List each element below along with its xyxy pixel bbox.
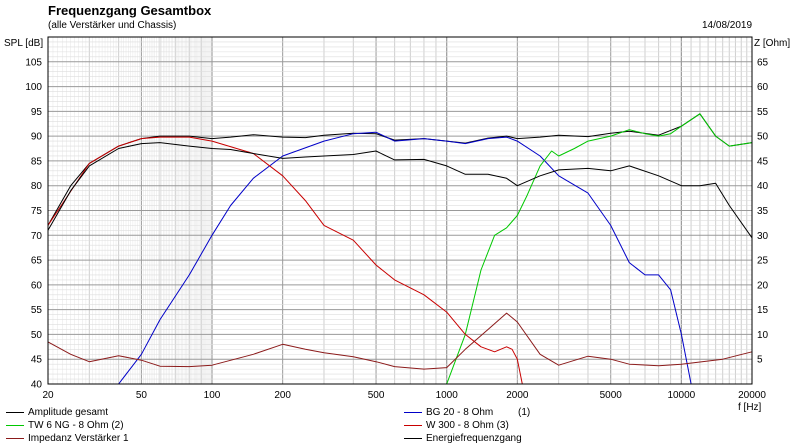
legend-label: TW 6 NG - 8 Ohm (2)	[28, 420, 124, 431]
x-tick-label: 1000	[436, 390, 459, 401]
y2-tick-label: 5	[757, 355, 763, 366]
y-tick-label: 90	[31, 132, 43, 143]
legend-label: Amplitude gesamt	[28, 407, 109, 418]
legend-label: Impedanz Verstärker 1	[28, 433, 129, 444]
legend-label: Energiefrequenzgang	[426, 433, 522, 444]
plot-frame	[47, 36, 753, 385]
y2-tick-label: 55	[757, 107, 769, 118]
tick-labels: 20 50 100 200 500 1000 2000 5000 10000 20000 40 45 5…	[25, 57, 768, 401]
y2-tick-label: 35	[757, 206, 769, 217]
legend-swatch	[404, 412, 422, 413]
y-tick-label: 65	[31, 256, 43, 267]
chart-title: Frequenzgang Gesamtbox	[48, 3, 212, 18]
y-tick-label: 75	[31, 206, 43, 217]
chart-date: 14/08/2019	[702, 20, 753, 31]
y-tick-label: 50	[31, 330, 43, 341]
y-tick-label: 45	[31, 355, 43, 366]
x-tick-label: 20	[42, 390, 54, 401]
y2-tick-label: 10	[757, 330, 769, 341]
legend: Amplitude gesamt BG 20 - 8 Ohm (1) TW 6 …	[0, 404, 800, 446]
series-line-impedanz-verst-rker-1	[47, 312, 753, 370]
y-tick-label: 100	[25, 82, 42, 93]
y2-tick-label: 15	[757, 305, 769, 316]
y2-tick-label: 25	[757, 256, 769, 267]
legend-swatch	[6, 438, 24, 439]
series-line-tw-6-ng-8-ohm-2	[48, 113, 753, 385]
x-tick-label: 200	[274, 390, 291, 401]
y-tick-label: 105	[25, 57, 42, 68]
y2-tick-label: 50	[757, 132, 769, 143]
series-line-bg-20-8-ohm	[48, 131, 700, 385]
y-tick-label: 60	[31, 280, 43, 291]
x-tick-label: 10000	[667, 390, 695, 401]
y-axis-label-impedance: Z [Ohm]	[754, 38, 791, 49]
legend-swatch	[6, 412, 24, 413]
grid-lines	[47, 37, 753, 384]
y-tick-label: 95	[31, 107, 43, 118]
chart-subtitle: (alle Verstärker und Chassis)	[48, 20, 177, 31]
y2-tick-label: 20	[757, 280, 769, 291]
x-tick-label: 5000	[600, 390, 623, 401]
y-tick-label: 40	[31, 380, 43, 391]
y-tick-label: 85	[31, 156, 43, 167]
series-group	[47, 113, 753, 385]
legend-swatch	[6, 425, 24, 426]
y2-tick-label: 65	[757, 57, 769, 68]
y2-tick-label: 40	[757, 181, 769, 192]
y2-tick-label: 30	[757, 231, 769, 242]
legend-label: BG 20 - 8 Ohm	[426, 407, 494, 418]
x-tick-label: 20000	[738, 390, 766, 401]
x-tick-label: 2000	[506, 390, 529, 401]
x-axis-unit-label: f [Hz]	[738, 402, 762, 413]
y2-tick-label: 45	[757, 156, 769, 167]
x-tick-label: 50	[136, 390, 148, 401]
legend-swatch	[404, 425, 422, 426]
legend-index: (1)	[518, 407, 531, 418]
series-line-w-300-8-ohm-3	[47, 136, 752, 385]
legend-label: W 300 - 8 Ohm (3)	[426, 420, 509, 431]
x-tick-label: 500	[368, 390, 385, 401]
y-axis-label-spl: SPL [dB]	[4, 38, 44, 49]
legend-item-bg20: BG 20 - 8 Ohm (1)	[404, 406, 544, 419]
legend-swatch	[404, 438, 422, 439]
y-tick-label: 55	[31, 305, 43, 316]
y2-tick-label: 60	[757, 82, 769, 93]
x-tick-label: 100	[204, 390, 221, 401]
series-line-energiefrequenzgang	[47, 142, 753, 239]
y-tick-label: 70	[31, 231, 43, 242]
y-tick-label: 80	[31, 181, 43, 192]
